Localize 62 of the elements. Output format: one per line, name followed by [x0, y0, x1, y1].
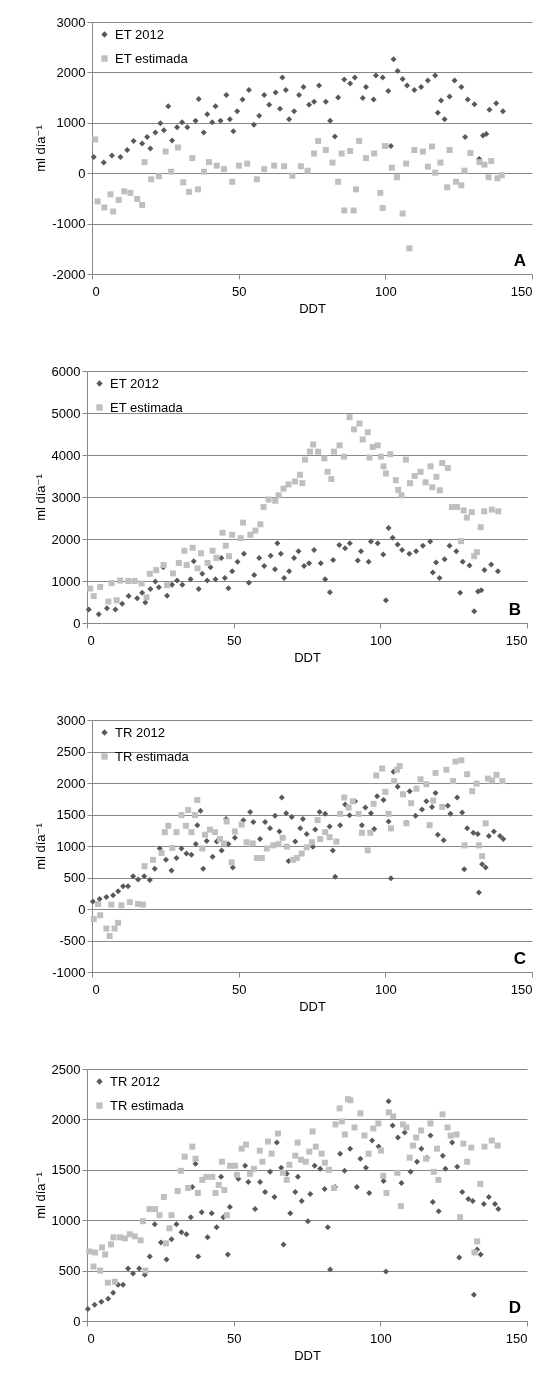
y-axis-title: ml día⁻¹: [32, 473, 48, 521]
y-tick-label: 3000: [51, 489, 81, 505]
y-tick-label: 1000: [56, 838, 86, 854]
y-tick-label: 1000: [51, 1212, 81, 1228]
y-tick-label: 0: [78, 165, 86, 181]
y-tick-label: -1000: [52, 964, 86, 980]
x-tick-label: 100: [369, 1330, 392, 1346]
y-tick-label: 1500: [51, 1162, 81, 1178]
y-tick-label: 2000: [56, 775, 86, 791]
x-axis-title: DDT: [294, 1347, 321, 1363]
x-tick-label: 100: [374, 981, 397, 997]
x-tick-label: 150: [505, 1330, 528, 1346]
legend-label: ET 2012: [115, 26, 164, 42]
x-tick-label: 50: [231, 981, 247, 997]
y-tick-label: 2000: [56, 64, 86, 80]
y-tick-label: 500: [58, 1263, 81, 1279]
x-axis-title: DDT: [299, 998, 326, 1014]
legend-label: TR 2012: [115, 724, 165, 740]
y-tick-label: 2500: [51, 1061, 81, 1077]
legend-label: TR estimada: [115, 748, 190, 764]
y-tick-label: -2000: [52, 266, 86, 282]
y-tick-label: 500: [63, 870, 86, 885]
x-tick-label: 50: [226, 1330, 242, 1346]
y-axis-title: ml día⁻¹: [33, 124, 49, 172]
y-tick-label: 3000: [56, 712, 86, 728]
y-tick-label: 3000: [56, 14, 86, 30]
x-tick-label: 100: [369, 632, 392, 648]
x-tick-label: 150: [505, 632, 528, 648]
y-tick-label: 2000: [51, 531, 81, 547]
legend-label: TR estimada: [110, 1097, 185, 1113]
x-tick-label: 100: [374, 283, 397, 299]
x-tick-label: 0: [92, 283, 100, 299]
x-axis-title: DDT: [299, 300, 326, 316]
y-tick-label: 2000: [51, 1111, 81, 1127]
annotation: A: [513, 251, 526, 270]
legend-label: TR 2012: [110, 1073, 160, 1089]
y-tick-label: 2500: [56, 744, 86, 759]
annotation: C: [513, 949, 526, 968]
y-axis-title: ml día⁻¹: [32, 1171, 48, 1219]
y-tick-label: 1000: [56, 115, 86, 131]
x-tick-label: 150: [510, 283, 533, 299]
annotation: D: [508, 1298, 521, 1317]
x-tick-label: 150: [510, 981, 533, 997]
legend-label: ET estimada: [110, 399, 184, 415]
y-axis-title: ml día⁻¹: [33, 822, 49, 870]
x-axis-title: DDT: [294, 649, 321, 665]
y-tick-label: 0: [73, 1313, 81, 1329]
y-tick-label: 4000: [51, 447, 81, 463]
y-tick-label: 0: [73, 615, 81, 631]
x-tick-label: 0: [92, 981, 100, 997]
y-tick-label: 1500: [56, 807, 86, 822]
x-tick-label: 50: [226, 632, 242, 648]
y-tick-label: -500: [59, 933, 86, 948]
legend-label: ET estimada: [115, 50, 189, 66]
annotation: B: [508, 600, 521, 619]
y-tick-label: 6000: [51, 363, 81, 379]
y-tick-label: 5000: [51, 405, 81, 421]
y-tick-label: -1000: [52, 216, 86, 232]
x-tick-label: 50: [231, 283, 247, 299]
y-tick-label: 1000: [51, 573, 81, 589]
legend-label: ET 2012: [110, 375, 159, 391]
y-tick-label: 0: [78, 901, 86, 917]
